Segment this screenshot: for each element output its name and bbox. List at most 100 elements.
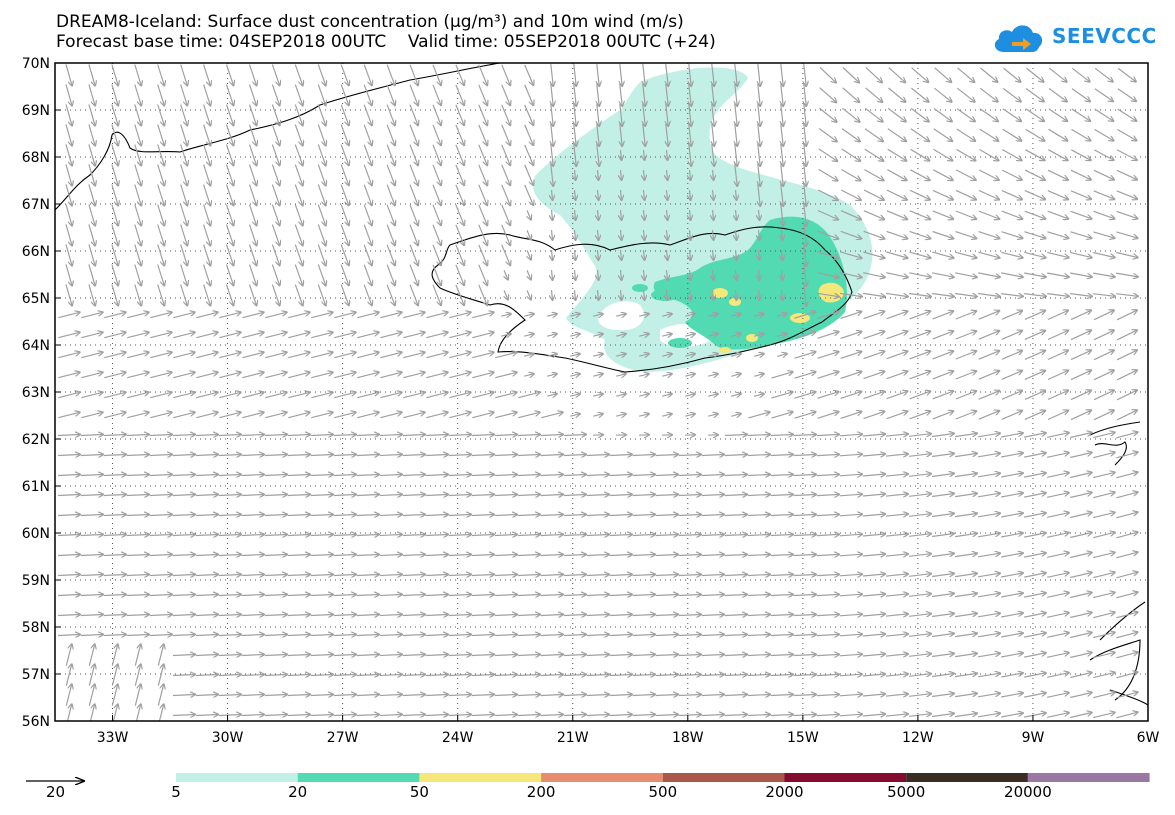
wind-arrow (1116, 652, 1137, 659)
wind-arrow (494, 615, 517, 616)
wind-arrow (248, 264, 257, 286)
wind-arrow (287, 715, 310, 716)
colorbar-swatch (1027, 773, 1150, 782)
wind-arrow (80, 455, 103, 456)
wind-arrow (598, 190, 599, 200)
wind-arrow (180, 144, 188, 166)
wind-arrow (80, 635, 103, 636)
wind-arrow (712, 84, 714, 106)
wind-arrow (196, 392, 217, 399)
wind-arrow (978, 433, 1000, 438)
wind-arrow (758, 184, 760, 206)
wind-arrow (1070, 513, 1091, 519)
wind-arrow (667, 170, 668, 180)
wind-arrow (1001, 713, 1023, 718)
wind-arrow (310, 675, 333, 676)
wind-arrow (426, 352, 447, 359)
lat-label: 62N (22, 432, 50, 448)
wind-arrow (518, 412, 539, 419)
wind-arrow (1001, 411, 1022, 420)
wind-arrow (1093, 251, 1114, 258)
wind-arrow (356, 595, 379, 596)
wind-arrow (425, 655, 448, 656)
wind-arrow (363, 264, 372, 286)
wind-arrow (621, 150, 622, 160)
wind-arrow (517, 475, 540, 476)
wind-arrow (1116, 390, 1137, 401)
wind-arrow (432, 284, 441, 305)
wind-arrow (379, 715, 402, 716)
wind-arrow (379, 635, 402, 636)
longitude-labels: 33W 30W 27W 24W 21W 18W 15W 12W 9W 6W (97, 730, 1160, 746)
wind-arrow (1093, 472, 1114, 479)
wind-arrow (1070, 553, 1091, 559)
wind-arrow (574, 64, 576, 86)
wind-arrow (357, 312, 378, 319)
wind-arrow (758, 104, 760, 126)
wind-arrow (804, 264, 806, 286)
wind-arrow (1094, 128, 1114, 140)
wind-arrow (195, 495, 218, 496)
wind-arrow (841, 148, 860, 161)
wind-arrow (978, 251, 999, 258)
wind-arrow (690, 190, 691, 200)
wind-arrow (932, 331, 954, 340)
wind-arrow (241, 475, 264, 476)
wind-arrow (724, 615, 747, 616)
wind-arrow (1047, 593, 1069, 598)
wind-arrow (770, 715, 793, 716)
wind-arrow (340, 104, 349, 126)
wind-arrow (1024, 169, 1045, 180)
wind-arrow (655, 655, 678, 656)
wind-arrow (586, 695, 609, 696)
wind-arrow (978, 713, 1000, 718)
wind-arrow (517, 695, 540, 696)
wind-arrow (218, 555, 241, 556)
wind-arrow (816, 674, 839, 675)
wind-arrow (471, 675, 494, 676)
wind-arrow (134, 684, 140, 706)
wind-arrow (955, 411, 976, 420)
wind-arrow (225, 224, 234, 246)
wind-arrow (126, 495, 149, 496)
wind-arrow (621, 210, 622, 220)
wind-arrow (317, 284, 325, 306)
wind-arrow (242, 352, 263, 359)
wind-arrow (432, 64, 441, 85)
wind-arrow (386, 244, 395, 266)
wind-arrow (80, 535, 103, 536)
wind-arrow (955, 513, 977, 518)
wind-arrow (862, 474, 885, 476)
wind-arrow (747, 575, 770, 576)
wind-arrow (471, 455, 494, 456)
wind-arrow (126, 615, 149, 616)
wind-arrow (517, 655, 540, 656)
wind-arrow (288, 332, 309, 339)
wind-arrow (380, 412, 401, 419)
wind-arrow (1001, 453, 1023, 458)
wind-arrow (909, 674, 931, 677)
wind-arrow (575, 230, 576, 240)
wind-arrow (770, 455, 793, 456)
wind-arrow (909, 614, 931, 617)
wind-arrow (886, 534, 908, 536)
wind-arrow (448, 575, 471, 576)
wind-arrow (609, 535, 632, 536)
wind-arrow (157, 204, 165, 226)
wind-arrow (1093, 552, 1114, 559)
wind-arrow (666, 84, 668, 106)
wind-arrow (910, 169, 929, 180)
wind-arrow (863, 331, 885, 340)
wind-arrow (379, 555, 402, 556)
wind-arrow (517, 515, 540, 516)
wind-arrow (593, 354, 603, 356)
wind-arrow (978, 593, 1000, 598)
wind-arrow (1001, 210, 1023, 219)
wind-arrow (58, 392, 79, 399)
wind-arrow (1047, 272, 1069, 277)
wind-arrow (402, 635, 425, 636)
wind-arrow (311, 352, 332, 359)
lat-label: 59N (22, 573, 50, 589)
wind-arrow (379, 615, 402, 616)
wind-arrow (932, 594, 954, 597)
